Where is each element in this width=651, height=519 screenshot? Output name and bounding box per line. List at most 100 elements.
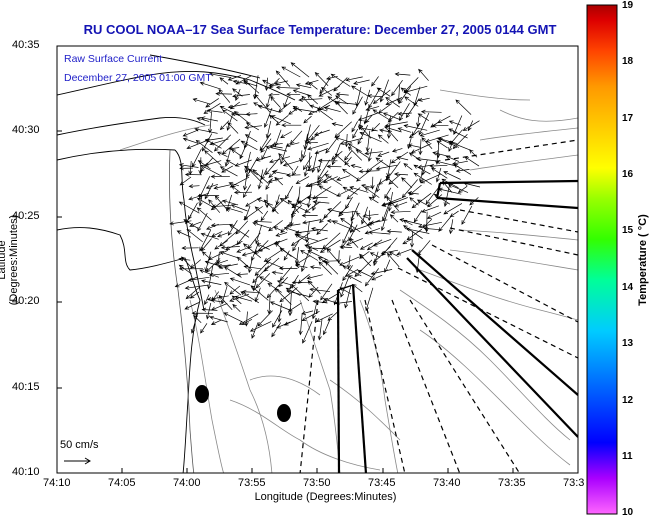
- current-vector: [223, 312, 243, 323]
- current-vector: [214, 240, 228, 250]
- current-vector: [249, 321, 272, 332]
- current-vector: [342, 186, 358, 195]
- current-vector: [359, 253, 372, 267]
- current-vector: [234, 295, 253, 302]
- current-vector: [322, 176, 338, 184]
- current-vector: [295, 83, 312, 89]
- current-vector: [345, 238, 363, 246]
- current-vector: [391, 79, 403, 97]
- current-vector: [282, 159, 303, 167]
- colorbar-tick: 11: [622, 451, 633, 462]
- current-vector: [312, 197, 319, 212]
- current-vector: [232, 94, 250, 99]
- current-vector: [443, 203, 463, 215]
- current-vector: [313, 129, 330, 136]
- current-vector: [257, 310, 273, 327]
- current-vector: [307, 94, 318, 105]
- current-vector: [290, 232, 311, 246]
- current-vector: [219, 251, 238, 258]
- x-tick-label: 73:55: [238, 477, 266, 489]
- current-vector: [464, 156, 480, 167]
- current-vector: [417, 113, 429, 121]
- current-vector: [375, 164, 398, 171]
- current-vector: [255, 224, 263, 245]
- current-vector: [388, 174, 401, 185]
- current-vector: [390, 151, 409, 164]
- current-vector: [314, 72, 329, 87]
- current-vector: [307, 250, 329, 261]
- current-vector: [340, 276, 350, 298]
- current-vector: [306, 140, 318, 145]
- current-vector: [184, 302, 200, 310]
- current-vector: [318, 185, 340, 198]
- current-vector: [323, 106, 341, 113]
- current-vector: [223, 266, 242, 278]
- current-vector: [209, 315, 228, 323]
- current-vector: [436, 140, 448, 149]
- current-vector: [278, 152, 294, 171]
- radar-coverage-lines: [299, 139, 578, 473]
- scale-arrow: [64, 457, 91, 465]
- current-vector: [278, 266, 298, 271]
- current-vector: [413, 210, 423, 223]
- current-vector: [216, 251, 221, 265]
- current-vector: [214, 195, 230, 212]
- current-vector: [402, 219, 413, 226]
- current-vector: [339, 245, 353, 250]
- buoy-marker: [277, 404, 291, 422]
- current-vector: [307, 142, 329, 151]
- colorbar-tick: 15: [622, 225, 634, 236]
- current-vector: [288, 292, 293, 317]
- current-vector: [278, 276, 288, 288]
- current-vector: [311, 300, 318, 320]
- current-vector: [298, 313, 303, 336]
- current-vector: [182, 137, 198, 144]
- current-vector: [279, 287, 298, 303]
- current-vector: [232, 79, 251, 85]
- current-vector: [372, 238, 392, 247]
- current-vector: [310, 131, 323, 141]
- current-vector: [243, 264, 262, 270]
- current-vector: [236, 229, 250, 246]
- current-vector: [205, 302, 212, 320]
- current-vector: [201, 279, 222, 285]
- current-vector: [416, 199, 431, 208]
- current-vector: [279, 247, 299, 261]
- current-vector: [273, 226, 284, 232]
- current-vector: [218, 89, 231, 103]
- current-vector: [264, 77, 269, 91]
- current-vector: [283, 318, 298, 326]
- current-vector: [295, 264, 308, 269]
- current-vector: [336, 250, 341, 264]
- current-vector: [364, 151, 383, 156]
- current-vector: [406, 228, 423, 241]
- current-vector: [181, 256, 193, 269]
- current-vector: [224, 150, 231, 167]
- current-vector: [234, 159, 252, 167]
- current-vector: [369, 252, 381, 258]
- current-vector: [326, 164, 342, 169]
- current-vector: [307, 280, 321, 295]
- current-vector: [403, 163, 413, 171]
- current-vector: [235, 220, 249, 235]
- current-vector: [448, 120, 462, 126]
- current-vector: [344, 150, 352, 161]
- current-vector: [365, 130, 371, 152]
- current-vector: [371, 274, 383, 281]
- current-vector: [185, 286, 200, 300]
- current-vector: [342, 265, 353, 282]
- current-vector: [257, 169, 264, 190]
- current-vector: [407, 191, 419, 196]
- current-vector: [204, 260, 220, 267]
- current-vector: [286, 92, 301, 97]
- current-vector: [227, 75, 242, 81]
- current-vector: [384, 121, 408, 128]
- current-vector: [336, 187, 353, 197]
- current-vector: [333, 77, 348, 92]
- current-vector: [231, 295, 242, 305]
- current-vector: [377, 151, 390, 157]
- current-vector: [253, 219, 272, 224]
- current-vector: [256, 243, 270, 250]
- current-vector: [243, 206, 263, 220]
